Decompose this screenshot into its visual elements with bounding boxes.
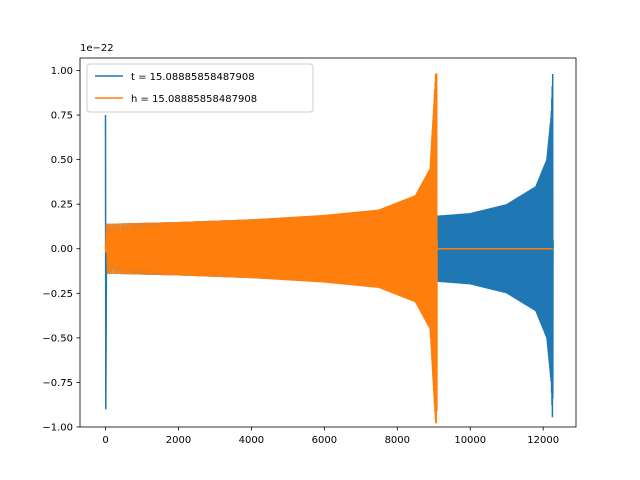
series-2: [104, 73, 553, 424]
legend-item: t = 15.08885858487908: [95, 72, 255, 83]
x-tick-label: 6000: [312, 435, 337, 446]
y-tick-label: −0.50: [42, 333, 73, 344]
x-tick-label: 0: [102, 435, 108, 446]
legend-label: h = 15.08885858487908: [131, 94, 257, 105]
axes-border: [79, 57, 577, 428]
y-tick-label: −0.75: [42, 378, 73, 389]
y-tick-label: 0.75: [51, 111, 73, 122]
y-tick-label: 1.00: [51, 66, 73, 77]
x-tick-label: 4000: [239, 435, 264, 446]
axes-frame: [79, 57, 577, 428]
y-tick-label: 0.50: [51, 155, 73, 166]
y-axis: −1.00 −0.75 −0.50 −0.25 0.00 0.25 0.50 0.75 1.00: [42, 66, 80, 434]
legend-box: [86, 63, 314, 113]
x-tick-label: 2000: [166, 435, 191, 446]
legend-item: h = 15.08885858487908: [95, 94, 257, 105]
legend-label: t = 15.08885858487908: [131, 72, 255, 83]
y-tick-label: 0.00: [51, 244, 73, 255]
x-tick-label: 10000: [454, 435, 486, 446]
series-line: [104, 73, 553, 424]
y-tick-label: −0.25: [42, 289, 73, 300]
x-tick-label: 12000: [527, 435, 559, 446]
x-tick-label: 8000: [385, 435, 410, 446]
series-layer: [104, 73, 554, 424]
x-axis: 0 2000 4000 6000 8000 10000 12000: [102, 427, 559, 446]
y-tick-label: 0.25: [51, 200, 73, 211]
y-tick-label: −1.00: [42, 423, 73, 434]
legend: t = 15.08885858487908 h = 15.088858584879…: [86, 63, 314, 113]
y-offset-label: 1e−22: [80, 43, 114, 54]
